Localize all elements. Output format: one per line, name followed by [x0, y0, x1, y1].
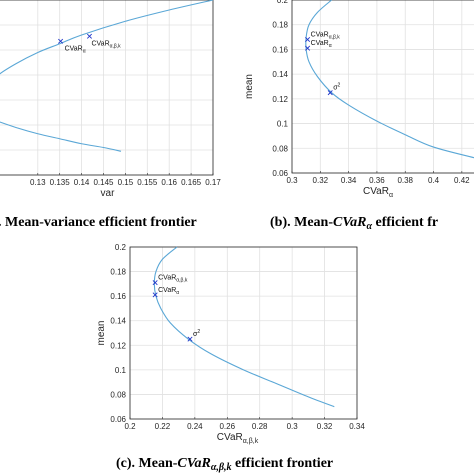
- y-tick-label: 0.18: [110, 268, 126, 277]
- frontier-curve: [305, 0, 474, 159]
- y-tick-label: 0.2: [115, 243, 127, 252]
- point-marker: [86, 33, 93, 39]
- axes-frame: [0, 0, 214, 176]
- panel-b-mean-cvar-alpha: 0.3 0.32 0.34 0.36 0.38 0.4 0.42 0.06 0.08 0.1 0.1…: [244, 0, 474, 199]
- x-tick-label: 0.15: [118, 178, 134, 187]
- x-tick-label: 0.34: [349, 422, 365, 431]
- caption-a: . Mean-variance efficient frontier: [0, 215, 197, 230]
- x-axis-label: CVaRα: [363, 186, 393, 199]
- plot-area: [292, 0, 474, 173]
- marker-x-stroke: [152, 292, 158, 298]
- x-tick-label: 0.24: [187, 422, 203, 431]
- y-tick-label: 0.2: [277, 0, 289, 5]
- point-marker: [305, 45, 311, 51]
- y-axis-label: mean: [96, 320, 107, 345]
- point-marker: [187, 336, 193, 342]
- x-tick-label: 0.3: [287, 422, 299, 431]
- point-marker: [58, 38, 64, 44]
- marker-x-stroke: [86, 33, 93, 39]
- x-axis-label: CVaRα,β,k: [217, 432, 259, 445]
- x-tick-label: 0.145: [93, 178, 114, 187]
- point-label: CVaRα: [311, 40, 332, 49]
- x-tick-label: 0.42: [454, 176, 470, 185]
- y-tick-label: 0.16: [110, 292, 126, 301]
- y-tick-label: 0.14: [272, 70, 288, 79]
- x-tick-label: 0.135: [50, 178, 71, 187]
- marker-x-stroke: [58, 38, 64, 44]
- marker-x-stroke: [187, 336, 193, 342]
- x-tick-label: 0.38: [397, 176, 413, 185]
- x-tick-label: 0.32: [313, 176, 329, 185]
- y-tick-label: 0.12: [272, 95, 288, 104]
- y-tick-label: 0.06: [110, 415, 126, 424]
- frontier-curve: [0, 121, 122, 152]
- x-tick-label: 0.36: [369, 176, 385, 185]
- point-label: CVaRα: [65, 45, 86, 54]
- plot-area: [0, 0, 213, 175]
- marker-x-stroke: [327, 90, 333, 96]
- point-label: CVaRα: [158, 287, 179, 296]
- point-marker: [305, 37, 311, 43]
- x-tick-label: 0.32: [317, 422, 333, 431]
- point-label: CVaRα,β,k: [158, 275, 188, 284]
- point-marker: [327, 90, 333, 96]
- x-tick-label: 0.17: [205, 178, 221, 187]
- frontier-curve: [0, 0, 214, 75]
- point-label: CVaRα,β,k: [311, 32, 341, 41]
- x-tick-label: 0.28: [252, 422, 268, 431]
- y-tick-label: 0.08: [272, 144, 288, 153]
- panel-a-mean-variance: 0.13 0.135 0.14 0.145 0.15 0.155 0.16 0.165 0.17…: [0, 0, 221, 199]
- point-label: σ2: [333, 83, 340, 92]
- point-label: CVaRα,β,k: [91, 40, 121, 49]
- axes-frame: [291, 0, 474, 174]
- x-tick-label: 0.26: [219, 422, 235, 431]
- point-marker: [152, 292, 158, 298]
- panel-c-mean-cvar-abk: 0.2 0.22 0.24 0.26 0.28 0.3 0.32 0.34 0.06 0.08 0.…: [96, 243, 365, 445]
- x-tick-label: 0.2: [124, 422, 136, 431]
- y-tick-label: 0.14: [110, 317, 126, 326]
- point-label: σ2: [193, 329, 200, 338]
- marker-x-stroke: [305, 45, 311, 51]
- y-tick-label: 0.08: [110, 390, 126, 399]
- marker-x-stroke: [305, 37, 311, 43]
- x-tick-label: 0.4: [428, 176, 440, 185]
- caption-b: (b). Mean-CVaRα efficient fr: [270, 215, 438, 232]
- marker-x-stroke: [152, 280, 158, 286]
- caption-c: (c). Mean-CVaRα,β,k efficient frontier: [116, 456, 333, 473]
- x-tick-label: 0.13: [30, 178, 46, 187]
- y-tick-label: 0.1: [277, 120, 289, 129]
- point-marker: [152, 280, 158, 286]
- axes-frame: [129, 246, 358, 420]
- x-tick-label: 0.22: [155, 422, 171, 431]
- frontier-curve: [153, 246, 335, 408]
- x-tick-label: 0.155: [137, 178, 158, 187]
- y-tick-label: 0.12: [110, 341, 126, 350]
- x-tick-label: 0.14: [74, 178, 90, 187]
- x-tick-label: 0.165: [181, 178, 202, 187]
- y-tick-label: 0.16: [272, 45, 288, 54]
- x-tick-label: 0.34: [341, 176, 357, 185]
- plot-area: [130, 247, 357, 419]
- y-tick-label: 0.06: [272, 169, 288, 178]
- y-tick-label: 0.1: [115, 366, 127, 375]
- y-tick-label: 0.18: [272, 21, 288, 30]
- x-axis-label: var: [101, 188, 116, 199]
- x-tick-label: 0.16: [161, 178, 177, 187]
- x-tick-label: 0.3: [286, 176, 298, 185]
- y-axis-label: mean: [244, 74, 255, 99]
